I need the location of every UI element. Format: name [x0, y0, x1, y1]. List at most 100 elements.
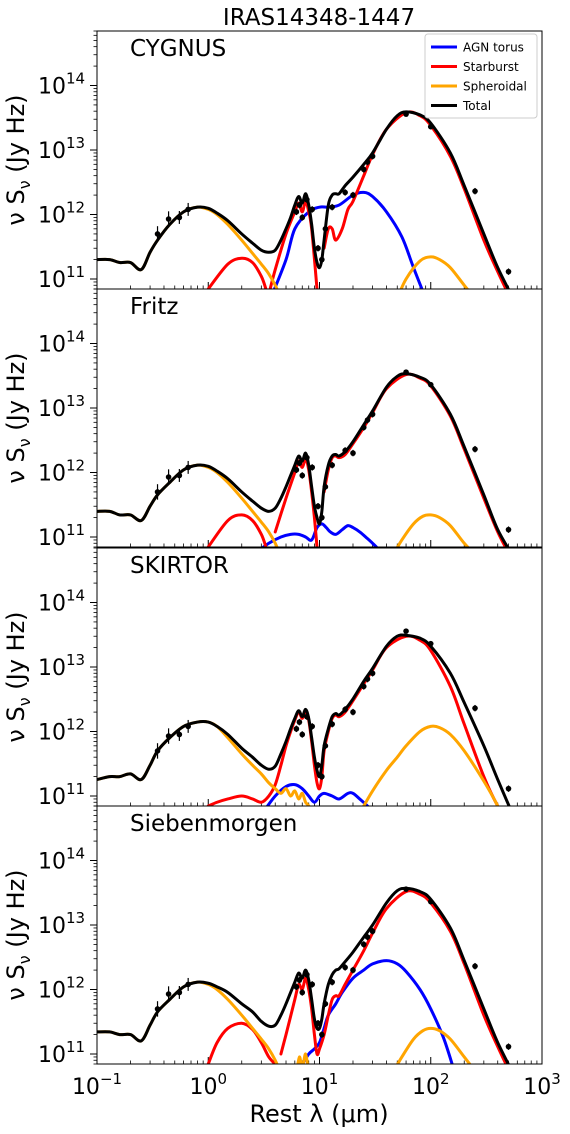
- series-agn-torus: [272, 190, 424, 289]
- data-point: [360, 166, 367, 173]
- data-point: [472, 963, 478, 969]
- data-point: [299, 731, 306, 738]
- data-point: [154, 748, 161, 754]
- panel-label: CYGNUS: [130, 36, 226, 62]
- data-point: [350, 967, 356, 973]
- data-point: [322, 1001, 329, 1007]
- data-point: [322, 226, 329, 232]
- data-point: [350, 192, 356, 198]
- data-point: [165, 733, 172, 739]
- data-point: [176, 731, 183, 738]
- y-tick-label: 1012: [38, 716, 85, 746]
- panel-label: SKIRTOR: [130, 553, 229, 579]
- data-point: [369, 670, 376, 677]
- x-tick-label: 102: [412, 1070, 450, 1100]
- data-point: [369, 411, 376, 418]
- data-point: [427, 898, 434, 905]
- data-point: [472, 446, 478, 452]
- data-point: [350, 709, 356, 715]
- y-axis-label: ν Sν (Jy Hz): [2, 611, 34, 742]
- data-point: [293, 984, 300, 990]
- series-spheroidal: [395, 1026, 472, 1064]
- data-point: [369, 928, 376, 935]
- data-point: [185, 723, 191, 730]
- x-axis-label: Rest λ (μm): [249, 1100, 388, 1128]
- series-total: [97, 372, 510, 547]
- figure-title: IRAS14348-1447: [223, 5, 415, 31]
- data-point: [505, 268, 512, 275]
- panel-label: Siebenmorgen: [130, 811, 297, 837]
- data-point: [315, 762, 321, 769]
- data-point: [296, 202, 303, 208]
- y-tick-label: 1011: [38, 263, 85, 293]
- panel-label: Fritz: [130, 294, 179, 320]
- legend: AGN torus Starburst Spheroidal Total: [424, 33, 538, 119]
- observed-points: [154, 111, 512, 275]
- data-point: [322, 743, 329, 749]
- data-point: [364, 934, 371, 940]
- y-tick-label: 1013: [38, 909, 85, 939]
- data-point: [319, 256, 325, 263]
- panel-skirtor: 1011 1012 1013 1014 SKIRTOR ν Sν (Jy Hz): [2, 547, 543, 810]
- data-point: [364, 676, 371, 682]
- panels: 1011 1012 1013 1014 CYGNUS ν Sν (Jy Hz) 1011 10…: [2, 30, 543, 1068]
- series-spheroidal: [362, 724, 500, 806]
- data-point: [185, 206, 191, 213]
- data-point: [403, 111, 409, 117]
- data-point: [403, 369, 409, 375]
- data-point: [309, 981, 316, 988]
- series-spheroidal: [97, 463, 279, 547]
- data-point: [360, 941, 367, 948]
- data-point: [185, 464, 191, 471]
- series-starburst: [206, 634, 500, 806]
- observed-points: [154, 886, 512, 1050]
- y-tick-label: 1011: [38, 780, 85, 810]
- data-point: [165, 474, 172, 480]
- data-point: [296, 460, 303, 466]
- data-point: [304, 713, 310, 720]
- data-point: [315, 503, 321, 510]
- data-point: [369, 153, 376, 160]
- data-point: [154, 489, 161, 495]
- series-spheroidal: [395, 513, 470, 547]
- data-point: [505, 785, 512, 792]
- data-point: [319, 1031, 325, 1038]
- data-point: [299, 989, 306, 996]
- data-point: [309, 206, 316, 213]
- panel-siebenmorgen: 1011 1012 1013 1014 Siebenmorgen ν Sν (Jy Hz): [2, 805, 543, 1068]
- data-point: [296, 977, 303, 983]
- data-point: [342, 964, 348, 971]
- data-point: [505, 526, 512, 533]
- series-lines: [97, 110, 510, 289]
- y-tick-label: 1012: [38, 974, 85, 1004]
- y-axis-label: ν Sν (Jy Hz): [2, 869, 34, 1000]
- data-point: [165, 991, 172, 997]
- data-point: [329, 979, 335, 985]
- data-point: [350, 450, 356, 456]
- data-point: [427, 123, 434, 130]
- y-tick-label: 1014: [38, 587, 85, 617]
- series-starburst: [322, 372, 508, 547]
- observed-points: [154, 628, 512, 792]
- data-point: [299, 214, 306, 221]
- data-point: [472, 188, 478, 194]
- y-tick-label: 1012: [38, 457, 85, 487]
- data-point: [427, 381, 434, 388]
- data-point: [304, 971, 310, 978]
- data-point: [315, 1020, 321, 1027]
- y-tick-label: 1014: [38, 845, 85, 875]
- series-starburst: [322, 110, 508, 289]
- data-point: [309, 464, 316, 471]
- panel-frame: [96, 288, 543, 548]
- series-agn-torus: [261, 522, 379, 547]
- data-point: [176, 214, 183, 221]
- data-point: [296, 719, 303, 725]
- data-point: [342, 447, 348, 454]
- data-point: [329, 204, 335, 210]
- data-point: [176, 472, 183, 479]
- series-agn-torus: [300, 959, 454, 1064]
- data-point: [360, 683, 367, 690]
- data-point: [293, 467, 300, 473]
- data-point: [319, 773, 325, 780]
- data-point: [505, 1043, 512, 1050]
